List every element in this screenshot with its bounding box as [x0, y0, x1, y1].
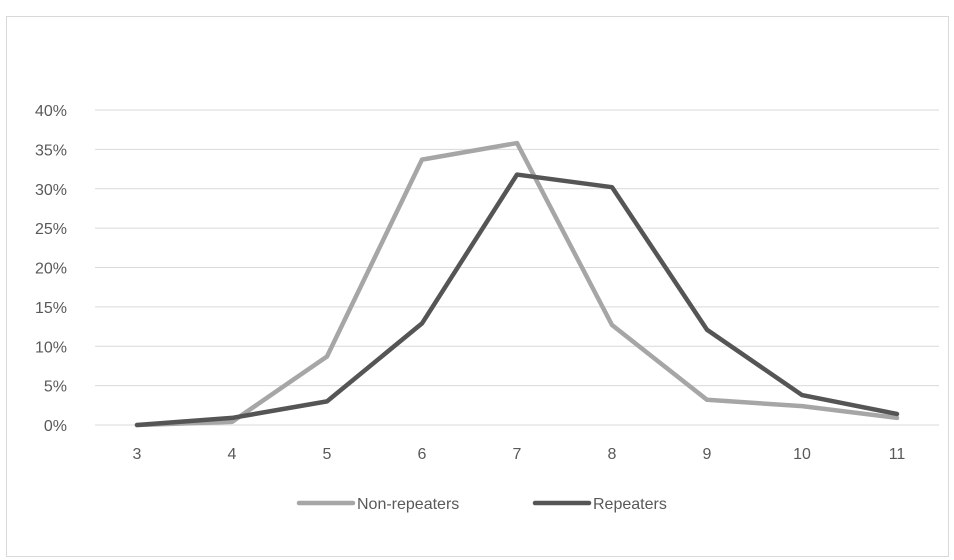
x-tick-label: 7 — [513, 446, 522, 463]
legend-item: Non-repeaters — [296, 496, 459, 513]
x-axis-tick-labels: 3 4 5 6 7 8 9 10 11 — [133, 446, 906, 463]
x-tick-label: 9 — [703, 446, 712, 463]
x-tick-label: 3 — [133, 446, 142, 463]
y-tick-label: 0% — [44, 418, 67, 435]
legend-label: Repeaters — [593, 496, 667, 513]
x-tick-label: 11 — [889, 446, 906, 463]
y-tick-label: 5% — [44, 379, 67, 396]
series-line-non-repeaters — [134, 140, 900, 428]
chart-title-fragment — [0, 0, 60, 6]
x-tick-label: 10 — [793, 446, 811, 463]
gridlines — [95, 109, 939, 426]
series-line-repeaters — [134, 172, 900, 428]
legend-label: Non-repeaters — [357, 496, 459, 513]
series-lines — [134, 140, 900, 428]
x-tick-label: 4 — [228, 446, 237, 463]
line-chart: 0% 5% 10% 15% 20% 25% 30% 35% 40% 3 4 5 6 7 8 9 10 11 No… — [35, 103, 939, 513]
legend-item: Repeaters — [532, 496, 667, 513]
y-tick-label: 30% — [35, 182, 67, 199]
x-tick-label: 8 — [608, 446, 617, 463]
x-tick-label: 5 — [323, 446, 332, 463]
chart-frame: 0% 5% 10% 15% 20% 25% 30% 35% 40% 3 4 5 6 7 8 9 10 11 No… — [6, 16, 949, 557]
y-tick-label: 25% — [35, 221, 67, 238]
y-tick-label: 20% — [35, 261, 67, 278]
y-tick-label: 40% — [35, 103, 67, 120]
x-tick-label: 6 — [418, 446, 427, 463]
y-axis-tick-labels: 0% 5% 10% 15% 20% 25% 30% 35% 40% — [35, 103, 67, 435]
y-tick-label: 15% — [35, 300, 67, 317]
y-tick-label: 35% — [35, 142, 67, 159]
y-tick-label: 10% — [35, 339, 67, 356]
legend: Non-repeaters Repeaters — [296, 496, 667, 513]
